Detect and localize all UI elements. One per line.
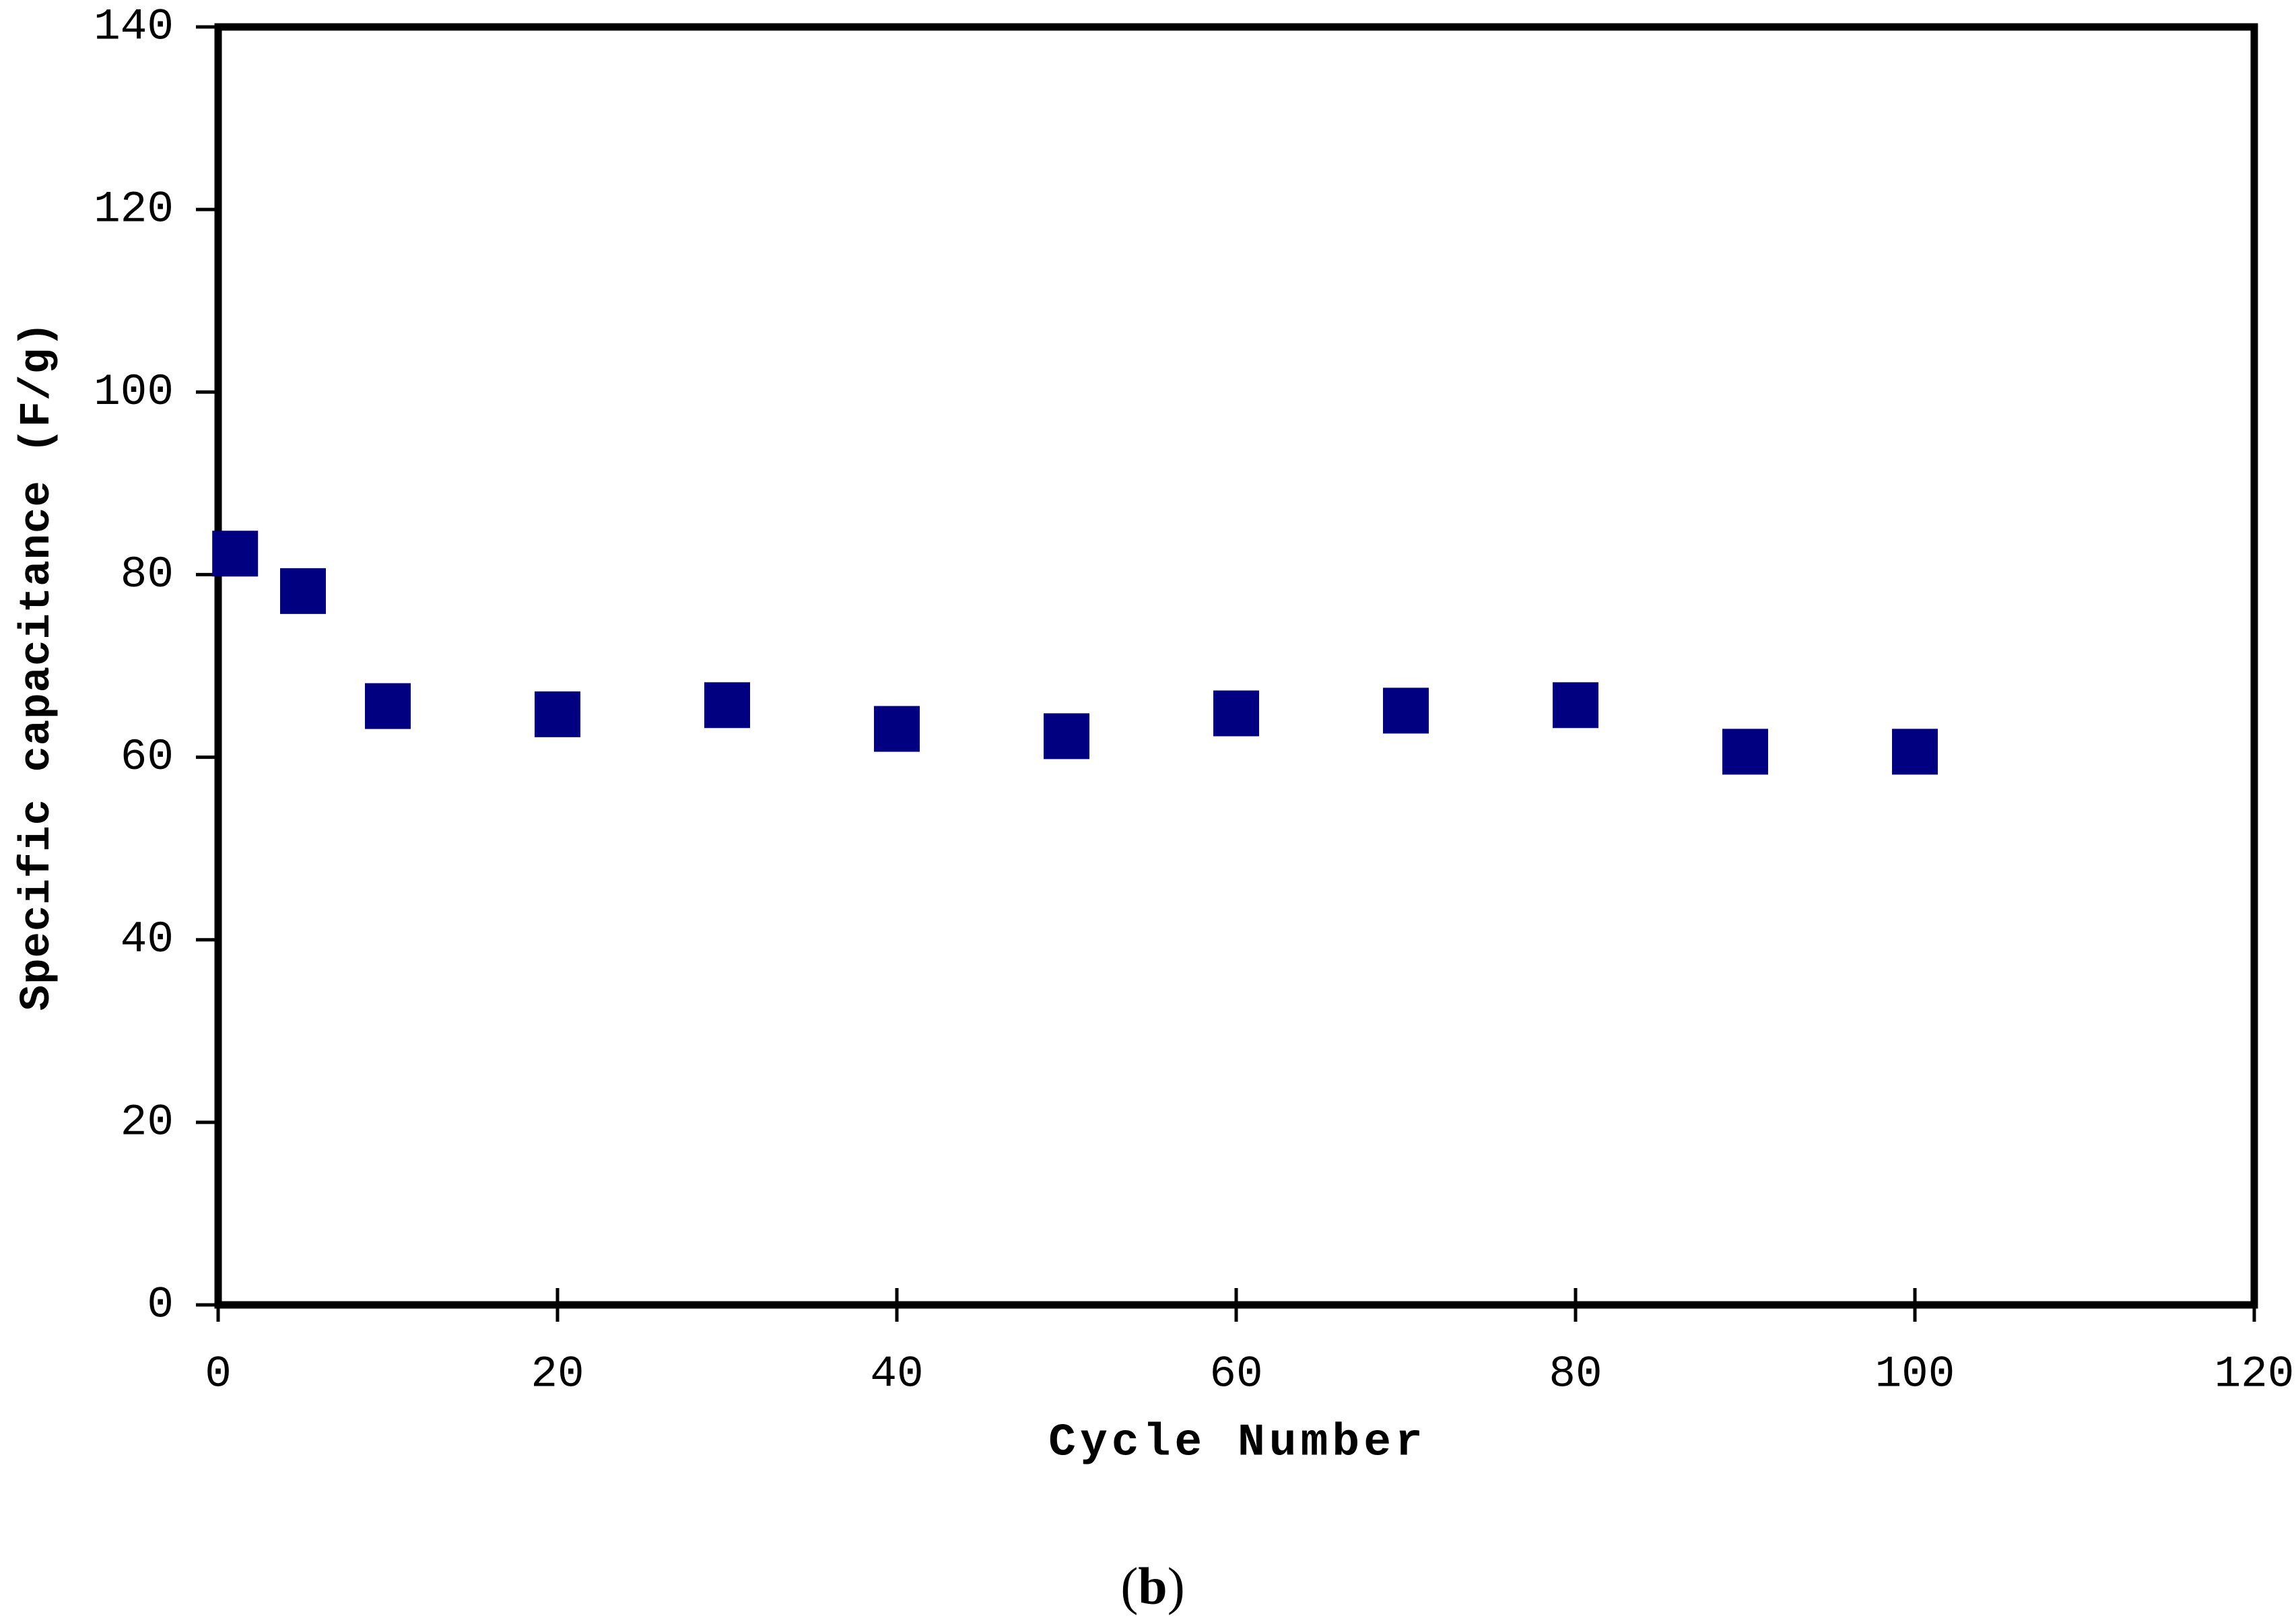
y-tick-label: 0 <box>147 1280 174 1330</box>
y-tick-label: 140 <box>94 2 174 53</box>
x-tick-label: 60 <box>1209 1349 1262 1400</box>
data-point-marker <box>1892 729 1938 775</box>
data-point-marker <box>535 691 580 737</box>
x-tick-label: 0 <box>205 1349 232 1400</box>
figure-caption: (b) <box>1120 1556 1184 1617</box>
caption-letter: b <box>1138 1557 1168 1615</box>
data-point-marker <box>365 683 411 729</box>
y-axis-title: Specific capacitance (F/g) <box>13 320 62 1011</box>
data-point-marker <box>1213 690 1259 737</box>
data-point-marker <box>280 568 326 614</box>
y-tick-label: 100 <box>94 367 174 417</box>
y-tick-label: 40 <box>121 914 174 965</box>
x-tick-label: 20 <box>531 1349 584 1400</box>
data-point-marker <box>1553 682 1598 729</box>
x-axis-title: Cycle Number <box>1048 1417 1427 1469</box>
y-tick-label: 120 <box>94 184 174 235</box>
caption-paren-open: ( <box>1120 1557 1139 1615</box>
data-point-marker <box>704 682 750 729</box>
x-tick-label: 80 <box>1549 1349 1602 1400</box>
plot-border <box>214 23 2258 1309</box>
data-point-marker <box>1044 713 1089 760</box>
data-point-marker <box>1383 687 1429 734</box>
y-tick-label: 60 <box>121 732 174 782</box>
caption-paren-close: ) <box>1167 1557 1185 1615</box>
x-tick-label: 100 <box>1875 1349 1955 1400</box>
x-tick-label: 120 <box>2215 1349 2295 1400</box>
data-point-marker <box>1722 729 1768 775</box>
y-tick-label: 80 <box>121 549 174 600</box>
data-point-marker <box>874 706 920 752</box>
x-tick-label: 40 <box>870 1349 923 1400</box>
data-point-marker <box>212 531 259 577</box>
y-tick-label: 20 <box>121 1097 174 1147</box>
